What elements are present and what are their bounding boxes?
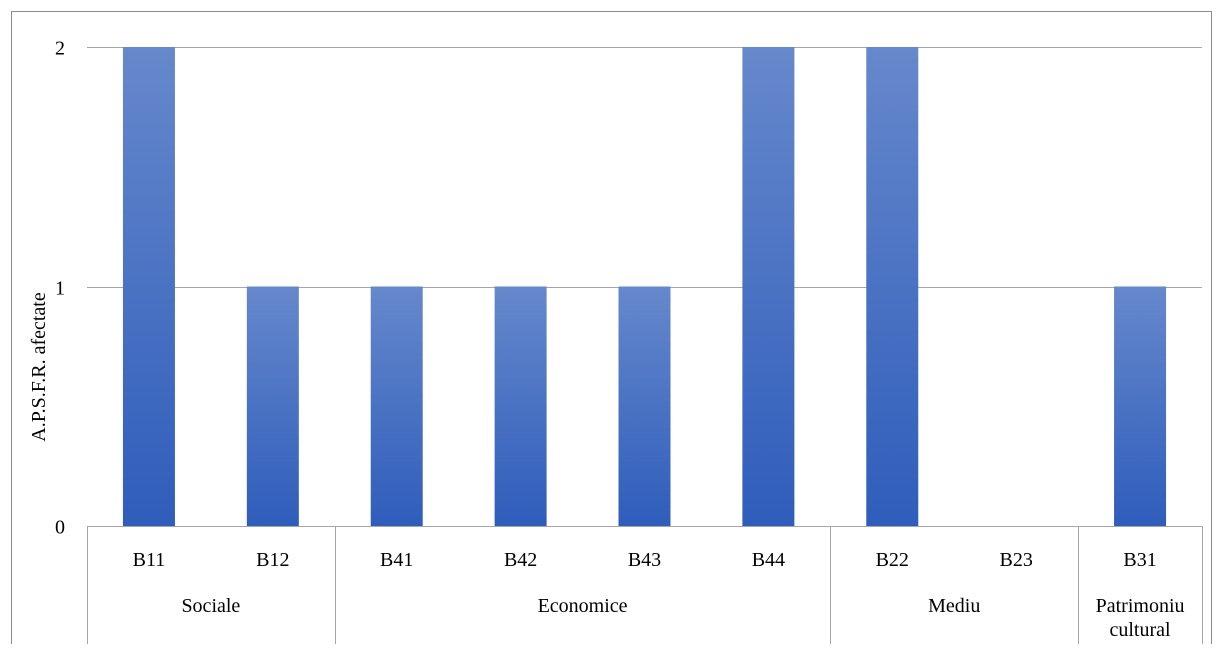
x-group-label: Sociale (181, 595, 240, 617)
bar-b42 (494, 286, 547, 526)
bar-b11 (122, 47, 175, 526)
y-tick-label: 0 (55, 517, 65, 539)
bar-b43 (618, 286, 671, 526)
y-axis-title: A.P.S.F.R. afectate (28, 292, 50, 442)
bar-b22 (866, 47, 919, 526)
x-category-label: B31 (1123, 549, 1156, 571)
x-group-label-line: cultural (1110, 619, 1172, 641)
x-category-label: B43 (628, 549, 661, 571)
y-tick-label: 1 (55, 278, 65, 300)
x-group-label: Patrimoniu cultural (1096, 595, 1185, 641)
x-group-label: Mediu (928, 595, 980, 617)
y-tick-label: 2 (55, 38, 65, 60)
x-category-label: B41 (380, 549, 413, 571)
x-group-label-line: Patrimoniu (1096, 595, 1185, 617)
bars (122, 47, 1167, 526)
x-group-label: Economice (538, 595, 628, 617)
labels: 0 1 2 B11 B12 B41 B42 B43 B44 B22 B23 B31 Sociale Eco… (55, 38, 1185, 642)
bar-b41 (370, 286, 423, 526)
axes (87, 526, 1203, 644)
x-category-label: B23 (999, 549, 1032, 571)
x-category-label: B12 (256, 549, 289, 571)
x-category-label: B22 (876, 549, 909, 571)
bar-b44 (742, 47, 795, 526)
chart-frame (11, 11, 1212, 649)
bar-b31 (1114, 286, 1167, 526)
bar-b12 (246, 286, 299, 526)
x-category-label: B44 (752, 549, 785, 571)
x-category-label: B11 (133, 549, 166, 571)
x-category-label: B42 (504, 549, 537, 571)
gridlines (87, 47, 1202, 288)
